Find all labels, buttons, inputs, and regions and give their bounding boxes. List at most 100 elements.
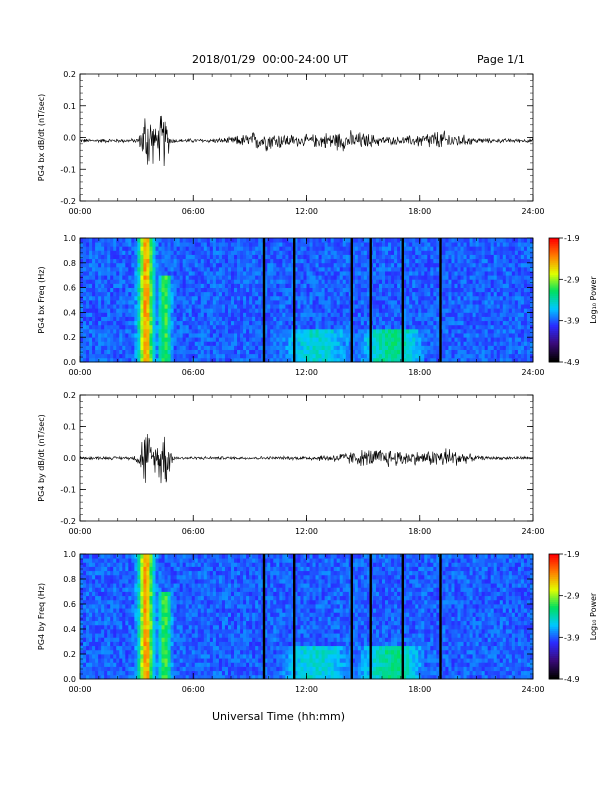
spectrogram-cell (213, 321, 216, 326)
spectrogram-cell (276, 279, 279, 284)
spectrogram-cell (288, 259, 291, 264)
spectrogram-cell (152, 312, 155, 317)
spectrogram-cell (485, 337, 488, 342)
spectrogram-cell (134, 279, 137, 284)
spectrogram-cell (343, 279, 346, 284)
spectrogram-cell (497, 341, 500, 346)
spectrogram-cell (189, 333, 192, 338)
waveform-trace (80, 116, 533, 166)
spectrogram-cell (491, 279, 494, 284)
spectrogram-cell (219, 317, 222, 322)
spectrogram-cell (458, 246, 461, 251)
spectrogram-cell (415, 296, 418, 301)
spectrogram-cell (125, 304, 128, 309)
spectrogram-cell (388, 317, 391, 322)
spectrogram-cell (467, 275, 470, 280)
spectrogram-cell (322, 250, 325, 255)
spectrogram-cell (313, 329, 316, 334)
spectrogram-cell (346, 341, 349, 346)
spectrogram-cell (521, 300, 524, 305)
spectrogram-cell (89, 275, 92, 280)
spectrogram-cell (464, 329, 467, 334)
spectrogram-cell (445, 292, 448, 297)
spectrogram-cell (198, 263, 201, 268)
spectrogram-cell (192, 317, 195, 322)
spectrogram-cell (134, 238, 137, 243)
spectrogram-cell (415, 333, 418, 338)
spectrogram-cell (310, 288, 313, 293)
spectrogram-cell (488, 267, 491, 272)
spectrogram-cell (174, 321, 177, 326)
spectrogram-cell (442, 259, 445, 264)
spectrogram-cell (313, 345, 316, 350)
spectrogram-cell (331, 350, 334, 355)
spectrogram-cell (500, 283, 503, 288)
spectrogram-cell (246, 345, 249, 350)
spectrogram-cell (433, 329, 436, 334)
spectrogram-cell (382, 267, 385, 272)
spectrogram-cell (337, 271, 340, 276)
spectrogram-cell (476, 292, 479, 297)
spectrogram-cell (412, 300, 415, 305)
spectrogram-cell (328, 333, 331, 338)
spectrogram-cell (174, 292, 177, 297)
spectrogram-cell (89, 312, 92, 317)
spectrogram-cell (146, 283, 149, 288)
spectrogram-cell (310, 300, 313, 305)
spectrogram-cell (376, 271, 379, 276)
spectrogram-cell (361, 238, 364, 243)
spectrogram-cell (331, 271, 334, 276)
spectrogram-cell (346, 246, 349, 251)
spectrogram-cell (174, 267, 177, 272)
spectrogram-cell (152, 255, 155, 260)
spectrogram-cell (95, 263, 98, 268)
spectrogram-cell (485, 246, 488, 251)
spectrogram-cell (270, 271, 273, 276)
spectrogram-cell (186, 292, 189, 297)
spectrogram-cell (382, 271, 385, 276)
spectrogram-cell (412, 259, 415, 264)
spectrogram-cell (231, 350, 234, 355)
spectrogram-cell (86, 312, 89, 317)
spectrogram-cell (122, 350, 125, 355)
spectrogram-cell (210, 292, 213, 297)
spectrogram-cell (255, 321, 258, 326)
spectrogram-cell (303, 267, 306, 272)
spectrogram-cell (156, 296, 159, 301)
spectrogram-cell (80, 654, 83, 659)
spectrogram-cell (189, 271, 192, 276)
spectrogram-cell (337, 275, 340, 280)
spectrogram-cell (361, 329, 364, 334)
spectrogram-cell (343, 242, 346, 247)
spectrogram-cell (325, 279, 328, 284)
spectrogram-cell (494, 288, 497, 293)
spectrogram-cell (397, 275, 400, 280)
spectrogram-cell (240, 255, 243, 260)
spectrogram-cell (204, 283, 207, 288)
spectrogram-cell (479, 333, 482, 338)
spectrogram-cell (216, 242, 219, 247)
spectrogram-cell (276, 317, 279, 322)
spectrogram-cell (334, 288, 337, 293)
spectrogram-cell (451, 259, 454, 264)
spectrogram-cell (412, 250, 415, 255)
spectrogram-cell (343, 292, 346, 297)
spectrogram-cell (192, 345, 195, 350)
spectrogram-cell (427, 308, 430, 313)
spectrogram-cell (524, 308, 527, 313)
spectrogram-cell (255, 255, 258, 260)
spectrogram-cell (518, 312, 521, 317)
spectrogram-cell (430, 300, 433, 305)
spectrogram-cell (497, 296, 500, 301)
spectrogram-cell (119, 242, 122, 247)
spectrogram-cell (307, 283, 310, 288)
spectrogram-cell (343, 329, 346, 334)
spectrogram-cell (288, 325, 291, 330)
spectrogram-cell (331, 329, 334, 334)
spectrogram-cell (310, 341, 313, 346)
spectrogram-cell (116, 255, 119, 260)
spectrogram-cell (412, 333, 415, 338)
spectrogram-cell (222, 246, 225, 251)
spectrogram-cell (107, 246, 110, 251)
spectrogram-cell (334, 304, 337, 309)
